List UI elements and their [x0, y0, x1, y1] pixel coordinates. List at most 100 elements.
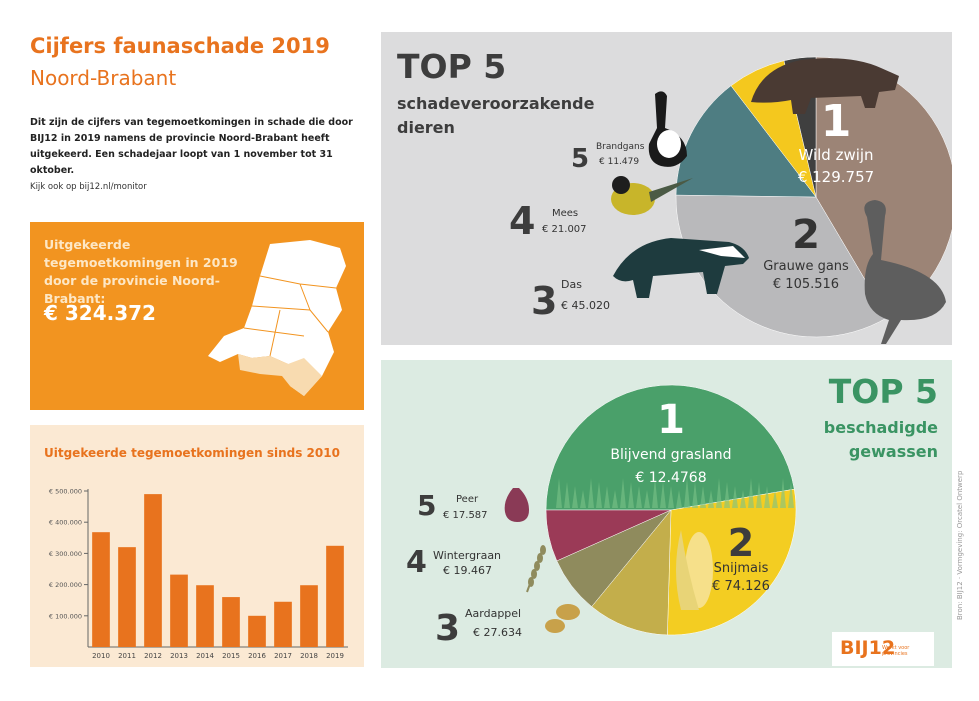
x-tick-label: 2017: [274, 652, 292, 660]
rank-label: 3: [435, 608, 460, 649]
history-bar-chart: € 100.000 € 200.000 € 300.000 € 400.000 € 50…: [49, 488, 348, 660]
payout-total: € 324.372: [44, 301, 156, 325]
top5-crops-subheading: beschadigde gewassen: [823, 418, 938, 461]
slice-value: € 12.4768: [635, 470, 706, 486]
tit-bird-icon: [611, 176, 693, 215]
slice-name: Peer: [456, 494, 479, 505]
slice-name: Mees: [552, 208, 578, 219]
grass-blade: [604, 486, 610, 508]
grass-blade: [652, 478, 658, 508]
intro-text: Dit zijn de cijfers van tegemoetkomingen…: [30, 117, 353, 176]
logo-subtext: Werkt voor provincies: [882, 645, 910, 657]
bar: [118, 547, 136, 647]
grass-blade: [676, 490, 682, 508]
top5-crops-panel: TOP 5 beschadigde gewassen 1 Blijvend gra…: [381, 360, 952, 668]
slice-value: € 21.007: [542, 224, 587, 235]
slice-name: Aardappel: [465, 607, 521, 620]
source-credit: Bron: BIJ12 · Vormgeving: Orcatel Ontwer…: [956, 470, 964, 620]
slice-value: € 45.020: [561, 299, 610, 312]
slice-value: € 19.467: [443, 564, 492, 577]
goose-body: [864, 200, 946, 344]
grass-blade: [580, 490, 586, 508]
grass-blade: [684, 478, 690, 508]
x-tick-label: 2013: [170, 652, 188, 660]
x-tick-label: 2010: [92, 652, 110, 660]
bar: [144, 494, 162, 647]
pear-icon: [504, 488, 529, 522]
rank-label: 4: [509, 199, 535, 243]
grass-blade: [588, 478, 594, 508]
potato-icon: [545, 604, 580, 633]
slice-name: Brandgans: [596, 142, 645, 152]
x-tick-label: 2018: [300, 652, 318, 660]
corn-icon: [676, 530, 713, 610]
rank-label: 3: [531, 279, 557, 323]
grass-blade: [644, 490, 650, 508]
netherlands-map-icon: [208, 240, 346, 396]
x-tick-label: 2016: [248, 652, 266, 660]
bar: [248, 615, 266, 647]
grass-blade: [764, 486, 770, 508]
goose-icon: [864, 200, 946, 344]
grass-blade: [612, 490, 618, 508]
tit-head: [612, 176, 630, 194]
grass-blade: [636, 486, 642, 508]
bar: [170, 574, 188, 647]
payout-label: Uitgekeerde tegemoetkomingen in 2019 doo…: [44, 237, 238, 306]
slice-value: € 129.757: [798, 168, 874, 186]
potato-1: [556, 604, 580, 620]
y-tick-label: € 300.000: [49, 550, 82, 558]
grass-blade: [564, 482, 570, 508]
slice-name: Blijvend grasland: [610, 447, 731, 463]
grass-decoration: [556, 478, 794, 508]
x-tick-label: 2019: [326, 652, 344, 660]
grass-blade: [740, 490, 746, 508]
rank-label: 5: [417, 489, 436, 522]
y-tick-label: € 500.000: [49, 488, 82, 496]
grass-blade: [772, 490, 778, 508]
rank-label: 1: [821, 96, 852, 147]
grass-blade: [756, 482, 762, 508]
slice-name: Wild zwijn: [798, 146, 873, 164]
slice-value: € 105.516: [773, 277, 839, 292]
potato-2: [545, 619, 565, 633]
bar: [274, 601, 292, 647]
slice-value: € 74.126: [712, 579, 770, 594]
slice-name: Das: [561, 278, 582, 291]
monitor-link[interactable]: Kijk ook op bij12.nl/monitor: [30, 182, 147, 192]
tit-tail: [649, 178, 693, 202]
bij12-logo: BIJ12 Werkt voor provincies: [832, 632, 934, 666]
pie-slice: [675, 194, 888, 338]
wheat-grain: [528, 577, 534, 587]
slice-name: Wintergraan: [433, 549, 501, 562]
badger-stripe: [699, 246, 745, 258]
grass-blade: [708, 490, 714, 508]
slice-value: € 27.634: [473, 626, 522, 639]
page-subtitle: Noord-Brabant: [30, 66, 177, 90]
page-title: Cijfers faunaschade 2019: [30, 34, 330, 58]
grass-blade: [596, 482, 602, 508]
payout-panel: Uitgekeerde tegemoetkomingen in 2019 doo…: [30, 222, 364, 410]
wheat-grain: [534, 561, 540, 571]
rank-label: 5: [571, 144, 589, 174]
barnacle-goose-icon: [648, 91, 687, 167]
bar: [196, 585, 214, 647]
corn-leaf: [676, 530, 699, 610]
grass-blade: [700, 486, 706, 508]
x-tick-label: 2014: [196, 652, 214, 660]
grass-blade: [556, 478, 562, 508]
badger-icon: [613, 238, 749, 298]
grass-blade: [692, 482, 698, 508]
wheat-grain: [540, 545, 546, 555]
grass-blade: [572, 486, 578, 508]
x-tick-label: 2011: [118, 652, 136, 660]
grass-blade: [620, 478, 626, 508]
rank-label: 2: [728, 521, 754, 565]
rank-label: 1: [657, 397, 685, 443]
history-chart-panel: Uitgekeerde tegemoetkomingen sinds 2010 …: [30, 425, 364, 667]
rank-label: 4: [406, 545, 427, 580]
pie-slice: [545, 384, 795, 511]
bar: [326, 545, 344, 647]
slice-value: € 11.479: [599, 157, 639, 167]
